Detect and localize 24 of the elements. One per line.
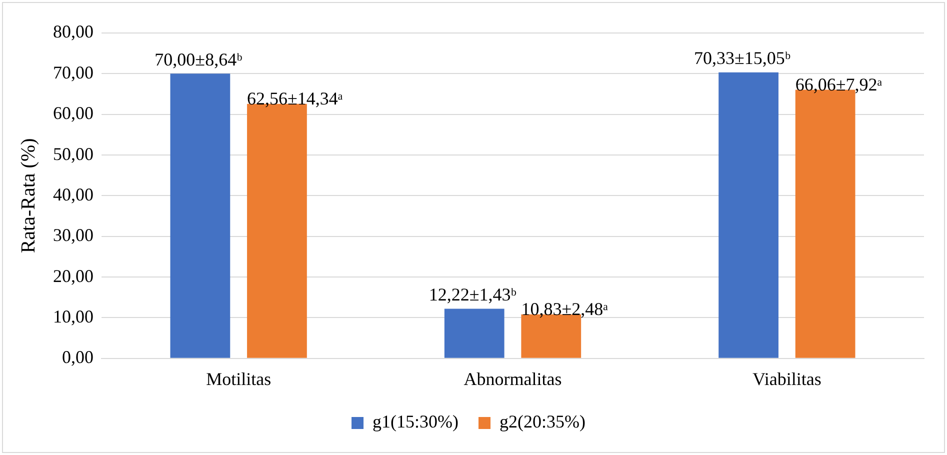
y-tick-label: 20,00: [53, 266, 94, 286]
x-tick-label: Abnormalitas: [464, 368, 562, 389]
x-tick-label: Viabilitas: [752, 368, 822, 389]
data-label: 70,33±15,05ᵇ: [694, 48, 791, 68]
y-tick-label: 40,00: [53, 184, 94, 204]
y-tick-label: 60,00: [53, 103, 94, 124]
data-label: 66,06±7,92ᵃ: [795, 74, 882, 94]
y-tick-label: 70,00: [53, 62, 94, 82]
y-tick-label: 50,00: [53, 144, 94, 164]
bar: [444, 308, 504, 358]
y-tick-label: 80,00: [53, 22, 94, 42]
legend-label: g1(15:30%): [372, 412, 459, 432]
bar: [170, 74, 230, 358]
y-tick-label: 10,00: [53, 306, 94, 326]
y-tick-label: 0,00: [62, 347, 94, 368]
y-tick-label: 30,00: [53, 225, 94, 246]
data-label: 62,56±14,34ᵃ: [247, 88, 343, 109]
data-label: 70,00±8,64ᵇ: [154, 49, 243, 70]
bar: [718, 72, 778, 358]
y-axis-title: Rata-Rata (%): [17, 138, 40, 254]
data-label: 12,22±1,43ᵇ: [428, 284, 517, 304]
x-tick-label: Motilitas: [206, 368, 272, 389]
data-label: 10,83±2,48ᵃ: [521, 299, 608, 320]
legend-label: g2(20:35%): [500, 412, 586, 432]
